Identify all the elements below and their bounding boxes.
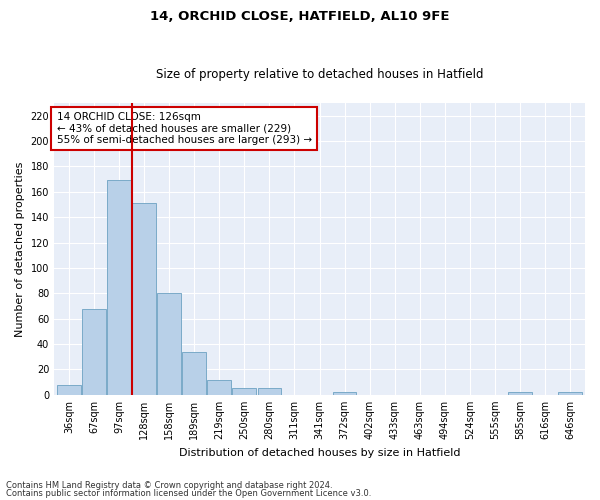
- Bar: [157, 294, 181, 395]
- Title: Size of property relative to detached houses in Hatfield: Size of property relative to detached ho…: [156, 68, 483, 81]
- Bar: [82, 308, 106, 395]
- Text: Contains public sector information licensed under the Open Government Licence v3: Contains public sector information licen…: [6, 488, 371, 498]
- Text: Contains HM Land Registry data © Crown copyright and database right 2024.: Contains HM Land Registry data © Crown c…: [6, 481, 332, 490]
- X-axis label: Distribution of detached houses by size in Hatfield: Distribution of detached houses by size …: [179, 448, 460, 458]
- Text: 14 ORCHID CLOSE: 126sqm
← 43% of detached houses are smaller (229)
55% of semi-d: 14 ORCHID CLOSE: 126sqm ← 43% of detache…: [56, 112, 312, 145]
- Bar: [508, 392, 532, 395]
- Bar: [257, 388, 281, 395]
- Bar: [558, 392, 582, 395]
- Bar: [133, 203, 156, 395]
- Bar: [232, 388, 256, 395]
- Y-axis label: Number of detached properties: Number of detached properties: [15, 161, 25, 336]
- Bar: [332, 392, 356, 395]
- Bar: [182, 352, 206, 395]
- Bar: [107, 180, 131, 395]
- Bar: [57, 384, 81, 395]
- Text: 14, ORCHID CLOSE, HATFIELD, AL10 9FE: 14, ORCHID CLOSE, HATFIELD, AL10 9FE: [150, 10, 450, 23]
- Bar: [208, 380, 231, 395]
